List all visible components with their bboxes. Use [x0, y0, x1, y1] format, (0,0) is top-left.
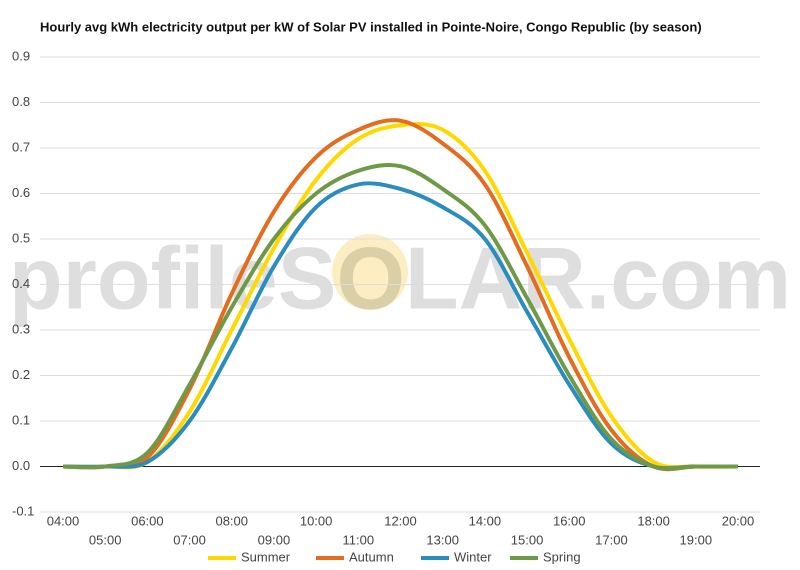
x-tick-label: 12:00	[384, 513, 417, 528]
y-tick-label: 0.6	[12, 185, 30, 200]
x-tick-label: 14:00	[469, 513, 502, 528]
y-tick-label: 0.1	[12, 412, 30, 427]
legend-label: Winter	[454, 549, 492, 564]
x-tick-label: 04:00	[47, 513, 80, 528]
watermark: profileSOLAR.com	[9, 228, 791, 327]
x-tick-label: 20:00	[722, 513, 755, 528]
x-tick-label: 08:00	[215, 513, 248, 528]
chart-title: Hourly avg kWh electricity output per kW…	[40, 19, 702, 34]
y-tick-label: 0.9	[12, 48, 30, 63]
legend-label: Autumn	[349, 549, 394, 564]
series-line	[62, 118, 738, 472]
x-tick-label: 07:00	[173, 532, 206, 547]
series-line	[62, 181, 738, 471]
x-tick-label: 09:00	[258, 532, 291, 547]
y-tick-label: 0.0	[12, 458, 30, 473]
y-tick-label: 0.7	[12, 139, 30, 154]
x-tick-label: 15:00	[511, 532, 544, 547]
x-tick-label: 11:00	[343, 532, 375, 547]
y-tick-label: -0.1	[12, 503, 34, 518]
series-line	[62, 162, 738, 471]
x-tick-label: 05:00	[89, 532, 122, 547]
x-tick-label: 10:00	[300, 513, 333, 528]
legend-label: Summer	[241, 549, 291, 564]
y-tick-label: 0.2	[12, 367, 30, 382]
y-tick-label: 0.4	[12, 276, 30, 291]
series-line	[62, 122, 739, 470]
x-tick-label: 17:00	[595, 532, 628, 547]
y-tick-label: 0.5	[12, 230, 30, 245]
x-tick-label: 06:00	[131, 513, 164, 528]
y-tick-label: 0.8	[12, 94, 30, 109]
watermark-sun	[332, 234, 408, 310]
x-tick-label: 13:00	[426, 532, 459, 547]
legend-label: Spring	[543, 549, 581, 564]
x-tick-label: 18:00	[637, 513, 670, 528]
y-tick-label: 0.3	[12, 321, 30, 336]
x-tick-label: 16:00	[553, 513, 586, 528]
x-tick-label: 19:00	[680, 532, 713, 547]
